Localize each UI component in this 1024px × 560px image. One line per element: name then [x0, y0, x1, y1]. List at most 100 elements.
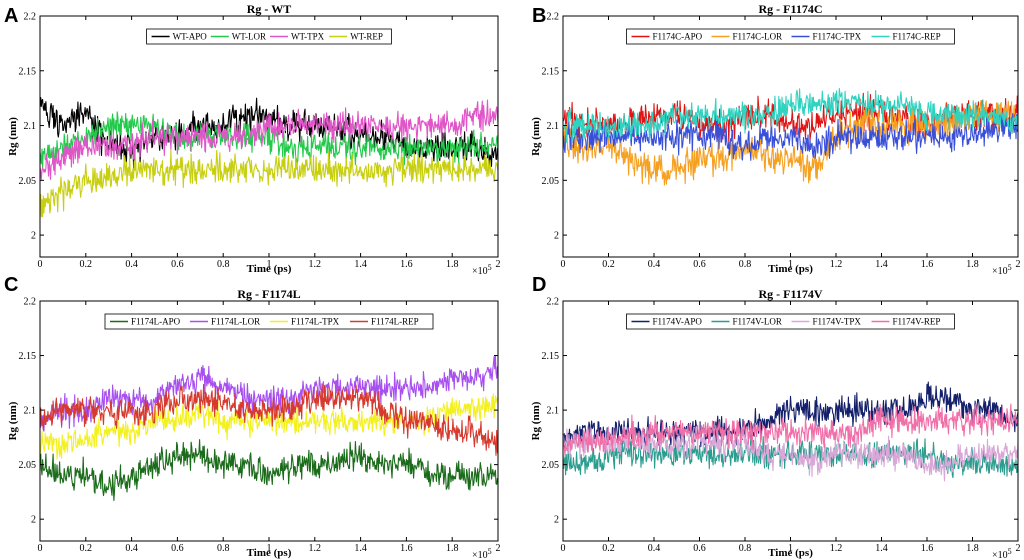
x-tick-label: 0.6	[171, 259, 184, 270]
series-line-wt-tpx	[40, 99, 498, 180]
x-tick-label: 0.2	[602, 543, 615, 554]
y-tick-label: 2.1	[24, 121, 37, 132]
x-tick-label: 1.4	[875, 259, 888, 270]
x-tick-label: 2	[1016, 259, 1021, 270]
x-tick-label: 2	[496, 259, 501, 270]
series-line-f1174c-tpx	[563, 111, 1018, 161]
x-multiplier: ×105	[472, 263, 492, 277]
x-multiplier-exp: 5	[1008, 547, 1012, 556]
legend-item-f1174v-apo: F1174V-APO	[631, 317, 702, 327]
legend-item-wt-tpx: WT-TPX	[270, 32, 325, 42]
y-tick-label: 2.1	[547, 406, 560, 417]
y-tick-label: 2.15	[542, 351, 560, 362]
x-tick-label: 1.2	[309, 259, 322, 270]
legend: F1174C-APO F1174C-LOR F1174C-TPX F1174C-REP	[626, 28, 955, 45]
x-tick-label: 0.6	[693, 259, 706, 270]
legend-label: F1174V-REP	[893, 317, 941, 327]
x-axis-label: Time (ps)	[247, 547, 292, 559]
legend-label: F1174V-LOR	[733, 317, 782, 327]
legend-label: F1174V-TPX	[813, 317, 862, 327]
x-tick-label: 1.2	[309, 543, 322, 554]
legend-label: F1174C-APO	[653, 32, 703, 42]
legend-label: F1174L-REP	[371, 317, 419, 327]
series-line-f1174l-rep	[40, 383, 498, 456]
legend-item-wt-lor: WT-LOR	[210, 32, 266, 42]
x-tick-label: 0.8	[217, 543, 230, 554]
x-tick-label: 0.4	[125, 543, 138, 554]
series-line-f1174v-lor	[563, 433, 1018, 479]
x-tick-label: 0.8	[739, 543, 752, 554]
legend-box	[104, 313, 434, 330]
x-axis-label: Time (ps)	[768, 547, 813, 559]
x-tick-label: 1	[267, 543, 272, 554]
x-multiplier-exp: 5	[1008, 263, 1012, 272]
x-tick-label: 1.4	[354, 543, 367, 554]
x-multiplier: ×105	[992, 547, 1012, 560]
panel-b: B Rg - F1174C 2 2.05 2.1 2.15 2.2 0 0.2 0.4 0.6 0.8…	[530, 2, 1021, 277]
y-tick-label: 2	[31, 231, 36, 242]
series-line-f1174l-apo	[40, 439, 498, 502]
y-tick-label: 2.1	[24, 406, 37, 417]
y-tick-label: 2.05	[19, 176, 37, 187]
legend-item-f1174v-tpx: F1174V-TPX	[791, 317, 862, 327]
x-tick-label: 1.4	[875, 543, 888, 554]
x-tick-label: 1.2	[830, 543, 843, 554]
legend-item-f1174c-tpx: F1174C-TPX	[791, 32, 862, 42]
y-axis-label: Rg (nm)	[7, 117, 19, 156]
y-tick-label: 2	[31, 515, 36, 526]
x-multiplier-exp: 5	[488, 263, 492, 272]
legend-box	[146, 28, 392, 45]
x-axis-label: Time (ps)	[768, 263, 813, 275]
x-tick-label: 1.8	[966, 543, 979, 554]
y-tick-label: 2.05	[19, 460, 37, 471]
x-tick-label: 1.8	[446, 543, 459, 554]
legend-item-f1174l-lor: F1174L-LOR	[190, 317, 260, 327]
legend-item-f1174l-apo: F1174L-APO	[110, 317, 181, 327]
y-axis-label: Rg (nm)	[7, 401, 19, 440]
panel-title: Rg - WT	[247, 2, 291, 16]
x-tick-label: 1.8	[966, 259, 979, 270]
y-tick-label: 2.15	[19, 351, 37, 362]
legend-label: F1174C-TPX	[813, 32, 862, 42]
panel-title: Rg - F1174V	[759, 287, 823, 301]
legend-label: F1174C-LOR	[733, 32, 783, 42]
legend: F1174V-APO F1174V-LOR F1174V-TPX F1174V-REP	[626, 313, 955, 330]
y-tick-label: 2.2	[547, 297, 560, 308]
legend: WT-APO WT-LOR WT-TPX WT-REP	[146, 28, 392, 45]
legend-box	[626, 28, 955, 45]
x-tick-label: 0.6	[693, 543, 706, 554]
y-tick-label: 2.2	[24, 12, 37, 23]
x-multiplier: ×105	[992, 263, 1012, 277]
series-line-wt-lor	[40, 111, 498, 169]
x-tick-label: 0.8	[739, 259, 752, 270]
x-tick-label: 0.4	[125, 259, 138, 270]
x-tick-label: 2	[496, 543, 501, 554]
panel-letter-d: D	[532, 274, 546, 296]
panel-letter-b: B	[532, 5, 546, 27]
y-tick-label: 2.1	[547, 121, 560, 132]
legend-item-f1174c-apo: F1174C-APO	[631, 32, 703, 42]
series-line-f1174l-lor	[40, 355, 498, 432]
legend-item-f1174l-rep: F1174L-REP	[350, 317, 419, 327]
legend: F1174L-APO F1174L-LOR F1174L-TPX F1174L-REP	[104, 313, 434, 330]
series-line-f1174l-tpx	[40, 393, 498, 460]
x-tick-label: 0.2	[80, 259, 93, 270]
legend-label: WT-LOR	[232, 32, 266, 42]
x-tick-label: 1.6	[921, 543, 934, 554]
x-tick-label: 1	[788, 259, 793, 270]
legend-label: WT-TPX	[291, 32, 325, 42]
legend-item-wt-apo: WT-APO	[151, 32, 208, 42]
legend-label: F1174L-TPX	[291, 317, 340, 327]
legend-item-wt-rep: WT-REP	[329, 32, 383, 42]
y-tick-label: 2.05	[542, 176, 560, 187]
x-tick-label: 1.4	[354, 259, 367, 270]
panel-letter-a: A	[4, 5, 18, 27]
panel-c: C Rg - F1174L 2 2.05 2.1 2.15 2.2 0 0.2 0.4 0.6 0.8…	[4, 274, 501, 560]
x-multiplier: ×105	[472, 547, 492, 560]
x-tick-label: 1	[267, 259, 272, 270]
x-tick-label: 1.2	[830, 259, 843, 270]
x-tick-label: 0	[561, 259, 566, 270]
legend-label: WT-APO	[173, 32, 208, 42]
legend-label: WT-REP	[350, 32, 383, 42]
